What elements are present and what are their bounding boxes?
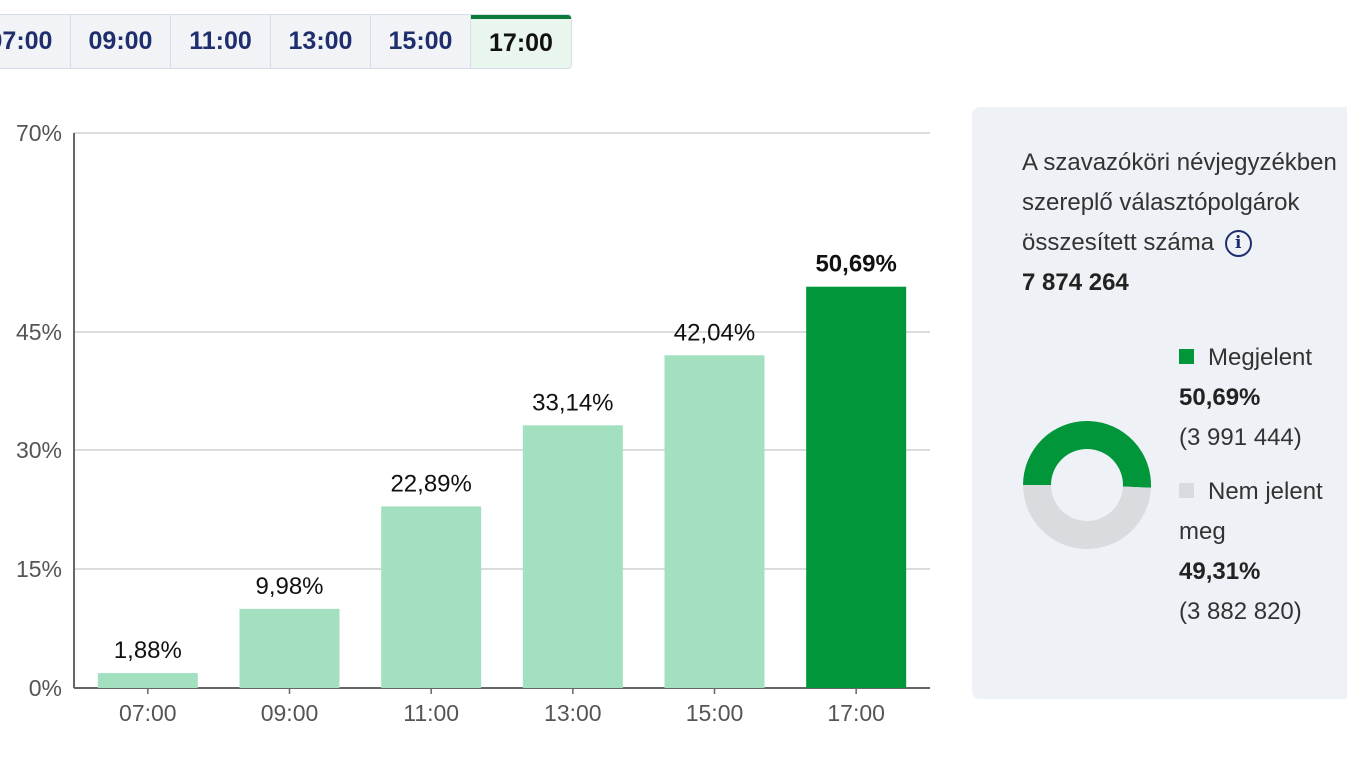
legend-item-megjelent: Megjelent 50,69% (3 991 444): [1179, 338, 1347, 458]
turnout-donut-chart: [1023, 421, 1151, 550]
bar-value-label: 50,69%: [815, 251, 896, 278]
bar-value-label: 9,98%: [255, 573, 323, 600]
y-tick-label: 45%: [16, 319, 62, 345]
legend-swatch-megjelent: [1179, 349, 1194, 364]
legend-percent: 49,31%: [1179, 558, 1261, 585]
donut-legend: Megjelent 50,69% (3 991 444) Nem jelent …: [1179, 338, 1347, 632]
legend-label: Megjelent: [1208, 344, 1313, 371]
x-tick-label: 17:00: [827, 700, 885, 726]
x-tick-label: 15:00: [686, 700, 744, 726]
legend-label: Nem jelent meg: [1179, 478, 1323, 545]
bar-value-label: 22,89%: [390, 470, 471, 497]
bar-value-label: 1,88%: [114, 637, 182, 664]
bar-0900[interactable]: [239, 608, 340, 688]
donut-slice-0[interactable]: [1023, 421, 1151, 488]
y-tick-label: 0%: [29, 675, 62, 701]
bar-1700[interactable]: [806, 286, 907, 688]
bar-1300[interactable]: [522, 425, 623, 688]
bar-1500[interactable]: [664, 355, 765, 688]
registered-voters-panel: A szavazóköri névjegyzékben szereplő vál…: [972, 107, 1347, 699]
legend-count: (3 991 444): [1179, 424, 1302, 451]
legend-percent: 50,69%: [1179, 384, 1261, 411]
y-tick-label: 70%: [16, 120, 62, 146]
tab-1700[interactable]: 17:00: [471, 15, 571, 68]
time-tabs: 07:00 09:00 11:00 13:00 15:00 17:00: [0, 14, 572, 69]
tab-1500[interactable]: 15:00: [371, 15, 471, 68]
registered-voters-total: 7 874 264: [1022, 269, 1129, 296]
bar-0700[interactable]: [97, 673, 198, 688]
tab-0900[interactable]: 09:00: [71, 15, 171, 68]
donut-slice-1[interactable]: [1023, 485, 1151, 550]
tab-1100[interactable]: 11:00: [171, 15, 271, 68]
y-tick-label: 15%: [16, 556, 62, 582]
tab-1300[interactable]: 13:00: [271, 15, 371, 68]
x-tick-label: 07:00: [119, 700, 177, 726]
y-tick-label: 30%: [16, 437, 62, 463]
legend-swatch-nem-jelent-meg: [1179, 483, 1194, 498]
x-tick-label: 13:00: [544, 700, 602, 726]
panel-title: A szavazóköri névjegyzékben szereplő vál…: [1022, 149, 1337, 256]
x-tick-label: 09:00: [261, 700, 319, 726]
info-icon[interactable]: i: [1224, 230, 1252, 258]
legend-count: (3 882 820): [1179, 598, 1302, 625]
bar-value-label: 33,14%: [532, 389, 613, 416]
legend-item-nem-jelent-meg: Nem jelent meg 49,31% (3 882 820): [1179, 472, 1347, 632]
bar-1100[interactable]: [381, 506, 482, 688]
tab-0700[interactable]: 07:00: [0, 15, 71, 68]
turnout-bar-chart: 0% 15% 30% 45% 70% 1,88% 07:00 9,98% 09:00 22,89%…: [16, 120, 930, 726]
bar-value-label: 42,04%: [674, 319, 755, 346]
x-tick-label: 11:00: [403, 700, 459, 726]
